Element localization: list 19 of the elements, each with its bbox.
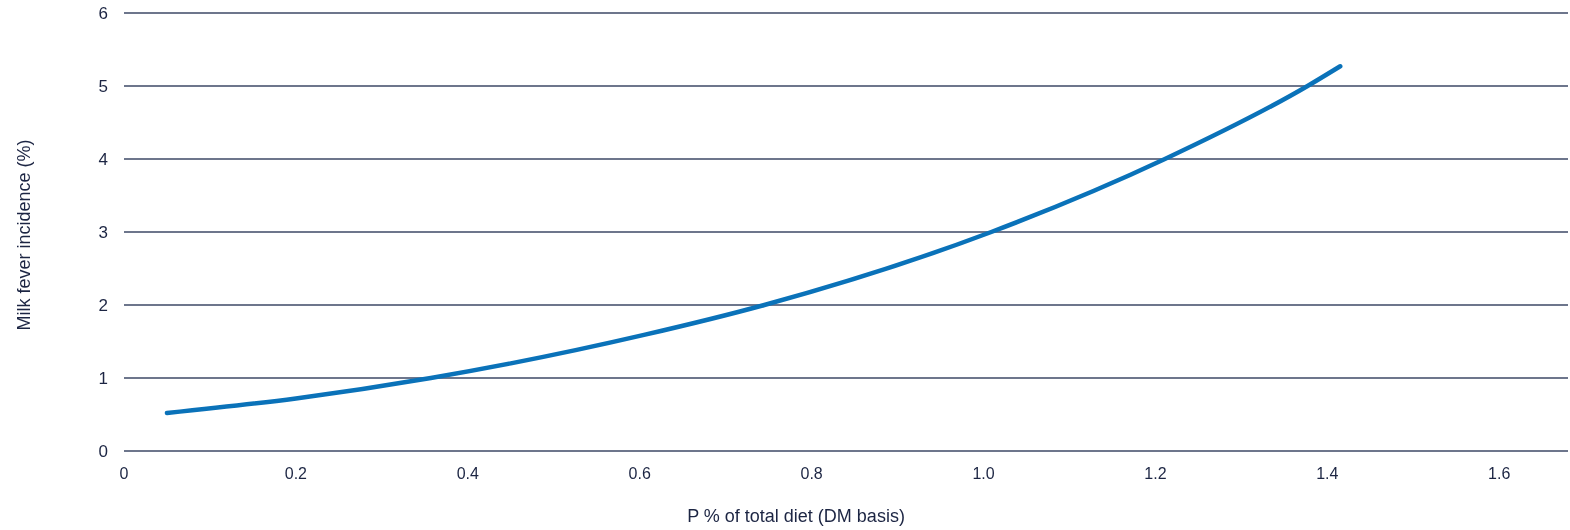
x-tick-label: 0.4 bbox=[456, 465, 480, 482]
x-tick-label: 0.2 bbox=[284, 465, 308, 482]
x-tick-label: 1.2 bbox=[1144, 465, 1167, 482]
x-tick-label: 1.4 bbox=[1316, 465, 1339, 482]
x-tick-label: 1.6 bbox=[1488, 465, 1511, 482]
x-tick-label: 1.0 bbox=[972, 465, 995, 482]
y-tick-label: 0 bbox=[98, 441, 108, 461]
y-tick-label: 2 bbox=[98, 295, 108, 315]
x-axis-title: P % of total diet (DM basis) bbox=[687, 506, 905, 526]
x-tick-label: 0.8 bbox=[800, 465, 823, 482]
y-tick-label: 5 bbox=[98, 76, 108, 96]
y-tick-label: 4 bbox=[98, 149, 108, 169]
y-tick-label: 6 bbox=[98, 3, 108, 23]
x-tick-label: 0.6 bbox=[628, 465, 651, 482]
y-tick-label: 3 bbox=[98, 222, 108, 242]
y-axis-title: Milk fever incidence (%) bbox=[14, 139, 34, 331]
line-series bbox=[164, 64, 1343, 416]
x-tick-label: 0 bbox=[119, 465, 129, 482]
y-tick-label: 1 bbox=[98, 368, 108, 388]
